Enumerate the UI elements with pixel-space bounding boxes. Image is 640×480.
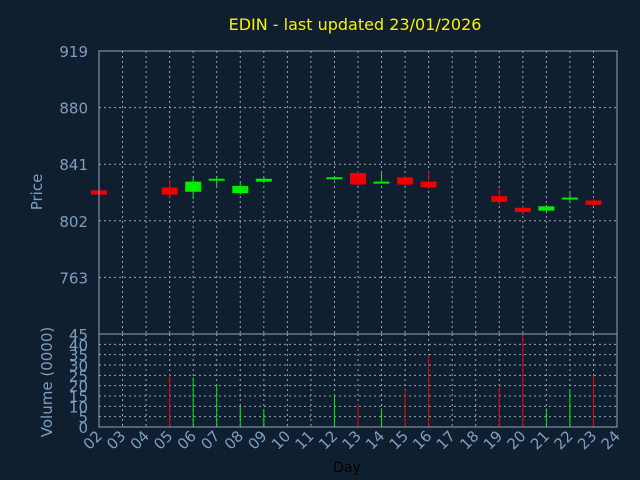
- x-tick-label: 20: [503, 427, 529, 453]
- x-tick-label: 08: [221, 427, 247, 453]
- x-tick-label: 13: [339, 427, 365, 453]
- x-tick-label: 19: [480, 427, 506, 453]
- candle-body: [514, 207, 531, 213]
- volume-tick-label: 40: [69, 336, 88, 354]
- x-tick-label: 17: [433, 427, 459, 453]
- x-tick-label: 15: [386, 427, 412, 453]
- x-axis-label: Day: [333, 460, 361, 476]
- candle-body: [208, 178, 225, 181]
- price-tick-label: 841: [59, 156, 88, 174]
- volume-panel-border: [98, 333, 618, 428]
- x-tick-label: 10: [268, 427, 294, 453]
- x-tick-label: 11: [292, 427, 318, 453]
- candle-body: [585, 200, 602, 205]
- price-tick-label: 802: [59, 213, 88, 231]
- candle-body: [420, 181, 437, 188]
- x-tick-label: 06: [174, 427, 200, 453]
- volume-tick-label: 20: [69, 378, 88, 396]
- volume-tick-label: 30: [69, 357, 88, 375]
- volume-tick-label: 15: [69, 388, 88, 406]
- volume-tick-label: 25: [69, 367, 88, 385]
- x-tick-label: 05: [150, 427, 176, 453]
- x-tick-label: 24: [598, 427, 624, 453]
- x-tick-label: 14: [362, 427, 388, 453]
- candle-body: [561, 197, 578, 200]
- volume-tick-label: 5: [78, 409, 88, 427]
- x-tick-label: 18: [456, 427, 482, 453]
- candle-body: [255, 178, 272, 182]
- x-tick-label: 23: [574, 427, 600, 453]
- volume-tick-label: 35: [69, 347, 88, 365]
- x-tick-label: 12: [315, 427, 341, 453]
- price-tick-label: 763: [59, 269, 88, 287]
- price-panel: 919 880 841 802 763: [59, 43, 618, 335]
- x-tick-label: 04: [127, 427, 153, 453]
- candle-body: [161, 187, 178, 195]
- x-tick-label: 21: [527, 427, 553, 453]
- candle-body: [538, 206, 555, 211]
- candle-body: [232, 185, 249, 194]
- x-tick-label: 03: [103, 427, 129, 453]
- volume-axis-label: Volume (0000): [38, 327, 56, 437]
- candle-body: [350, 172, 366, 185]
- x-tick-label: 22: [551, 427, 577, 453]
- price-tick-label: 919: [59, 43, 88, 61]
- candle-body: [491, 196, 508, 202]
- x-tick-label: 16: [409, 427, 435, 453]
- candle-body: [397, 177, 414, 185]
- price-tick-label: 880: [59, 100, 88, 118]
- volume-tick-label: 10: [69, 398, 88, 416]
- chart-title: EDIN - last updated 23/01/2026: [229, 15, 482, 34]
- price-axis-label: Price: [28, 174, 46, 211]
- x-tick-labels: 0203040506070809101112131415161718192021…: [80, 427, 624, 453]
- volume-tick-label: 45: [69, 326, 88, 344]
- x-tick-label: 09: [244, 427, 270, 453]
- volume-tick-label: 0: [78, 419, 88, 437]
- x-tick-label: 07: [197, 427, 223, 453]
- candle-body: [185, 181, 202, 192]
- candle-body: [326, 177, 343, 180]
- candle-body: [373, 181, 390, 184]
